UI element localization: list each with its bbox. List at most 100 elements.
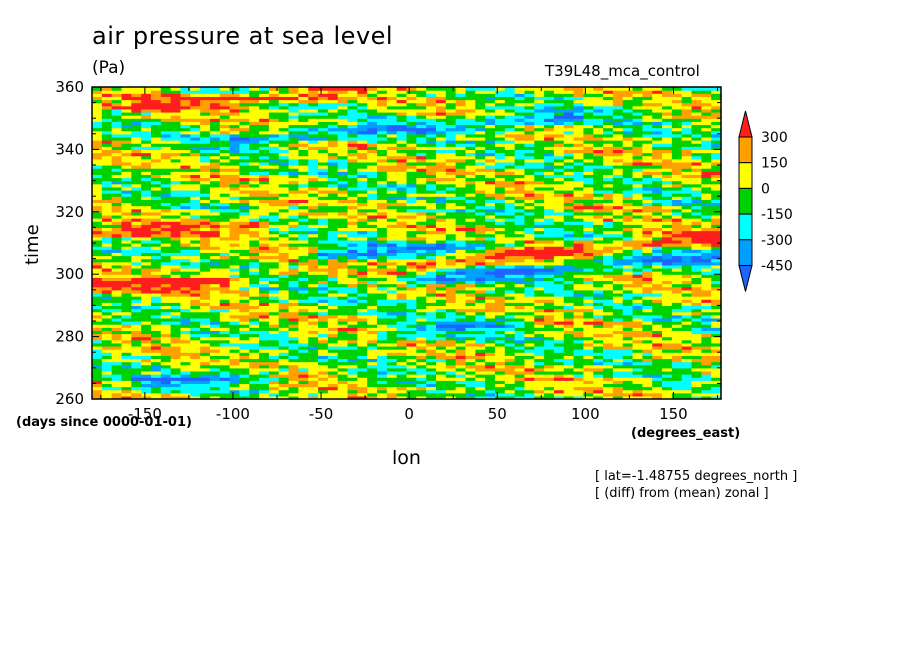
heat-cell: [632, 174, 643, 179]
heat-cell: [603, 196, 614, 200]
heat-cell: [435, 246, 447, 250]
heat-cell: [593, 392, 604, 397]
heat-cell: [524, 296, 535, 300]
heat-cell: [701, 211, 712, 216]
heat-cell: [357, 202, 368, 207]
heat-cell: [711, 383, 722, 388]
heat-cell: [416, 246, 427, 250]
heat-cell: [200, 339, 211, 344]
heat-cell: [652, 243, 663, 247]
heat-cell: [367, 286, 378, 291]
heat-cell: [170, 196, 182, 200]
heat-cell: [583, 208, 594, 213]
heat-cell: [583, 292, 594, 297]
heat-cell: [406, 158, 417, 163]
heat-cell: [544, 345, 555, 350]
heat-cell: [475, 302, 486, 306]
heat-cell: [534, 383, 545, 388]
heat-cell: [524, 155, 535, 160]
heat-cell: [347, 342, 358, 347]
heat-cell: [514, 155, 526, 160]
heat-cell: [445, 302, 457, 306]
heat-cell: [150, 274, 162, 278]
heat-cell: [327, 211, 339, 216]
heat-cell: [494, 380, 506, 384]
heat-cell: [259, 205, 270, 210]
heat-cell: [101, 311, 113, 316]
heat-cell: [445, 249, 457, 253]
heat-cell: [603, 180, 614, 185]
heat-cell: [357, 389, 368, 394]
heat-cell: [170, 186, 182, 191]
heat-cell: [92, 299, 103, 303]
heat-cell: [101, 367, 113, 372]
heat-cell: [406, 252, 417, 257]
heat-cell: [681, 246, 693, 250]
heat-cell: [701, 383, 712, 388]
heat-cell: [239, 230, 250, 235]
heat-cell: [701, 236, 712, 241]
heat-cell: [711, 305, 722, 310]
heat-cell: [396, 342, 408, 347]
heat-cell: [593, 367, 604, 372]
heat-cell: [150, 230, 162, 235]
heat-cell: [524, 339, 535, 344]
heat-cell: [553, 311, 565, 316]
heat-cell: [249, 224, 260, 228]
heat-cell: [583, 296, 594, 300]
heat-cell: [101, 289, 113, 294]
heat-cell: [622, 171, 634, 175]
heat-cell: [111, 367, 123, 372]
heat-cell: [681, 193, 693, 197]
heat-cell: [347, 292, 358, 297]
heat-cell: [485, 317, 496, 322]
heat-cell: [524, 180, 535, 185]
heat-cell: [603, 286, 614, 291]
heat-cell: [150, 355, 162, 360]
heat-cell: [593, 165, 604, 169]
heat-cell: [642, 189, 653, 194]
heat-cell: [435, 327, 447, 331]
heat-cell: [681, 202, 693, 207]
heat-cell: [553, 361, 565, 366]
heat-cell: [593, 355, 604, 360]
heat-cell: [524, 208, 535, 213]
heat-cell: [553, 180, 565, 185]
heat-cell: [111, 161, 123, 166]
heat-cell: [327, 374, 339, 378]
heat-cell: [121, 336, 132, 341]
heat-cell: [563, 374, 575, 378]
heat-cell: [426, 367, 437, 372]
heat-cell: [416, 317, 427, 322]
heat-cell: [180, 355, 191, 360]
heat-cell: [259, 349, 270, 353]
heat-cell: [327, 161, 339, 166]
heat-cell: [386, 392, 398, 397]
heat-cell: [514, 214, 526, 219]
heat-cell: [111, 386, 123, 391]
heat-cell: [544, 395, 555, 400]
heat-cell: [691, 274, 702, 278]
heat-cell: [544, 292, 555, 297]
heat-cell: [347, 214, 358, 219]
heat-cell: [249, 258, 260, 263]
heat-cell: [131, 211, 142, 216]
heat-cell: [308, 168, 319, 172]
heat-cell: [92, 367, 103, 372]
heat-cell: [150, 174, 162, 179]
heat-cell: [278, 302, 290, 306]
heat-cell: [524, 174, 535, 179]
heat-cell: [524, 196, 535, 200]
heat-cell: [691, 230, 702, 235]
heat-cell: [150, 283, 162, 288]
heat-cell: [239, 205, 250, 210]
heat-cell: [593, 180, 604, 185]
heat-cell: [632, 214, 643, 219]
heat-cell: [150, 243, 162, 247]
heat-cell: [318, 277, 329, 282]
heat-cell: [534, 330, 545, 335]
heat-cell: [406, 352, 417, 356]
heat-cell: [92, 345, 103, 350]
heat-cell: [485, 271, 496, 275]
heat-cell: [288, 280, 299, 285]
